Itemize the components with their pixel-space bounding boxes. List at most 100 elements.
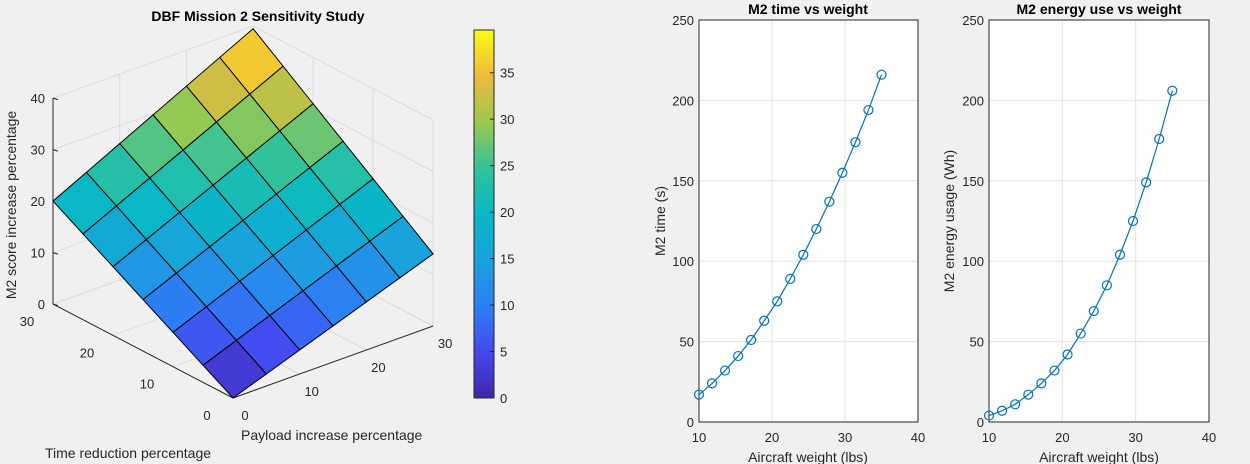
y-tick-label: 50 [970,335,984,350]
z-tick-label: 20 [31,194,45,209]
x-tick-label: 30 [838,430,852,445]
data-point [785,273,796,284]
y-tick-label: 200 [962,93,984,108]
data-point [1023,389,1034,400]
colorbar-tick-label: 0 [500,391,507,406]
y-tick-label: 100 [672,254,694,269]
y-tick-label: 20 [80,345,94,360]
data-point [1127,215,1139,227]
plot-area [989,20,1209,422]
colorbar-tick-label: 5 [500,345,507,360]
colorbar-tick-label: 20 [500,205,514,220]
data-point [876,69,887,80]
data-point [746,334,757,346]
data-point [719,365,731,376]
data-point [1062,349,1073,360]
y-tick-label: 0 [203,408,210,423]
data-line [988,90,1173,417]
data-point [837,167,848,178]
colorbar-bar [473,29,495,399]
time-plot-title: M2 time vs weight [748,1,868,17]
time-vs-weight-plot: 10 20 30 40 0 50 100 150 200 250 [672,13,925,445]
surface-ylabel: Time reduction percentage [45,445,211,461]
x-tick-label: 20 [765,430,779,445]
colorbar: 0 5 10 15 20 25 30 35 [473,29,514,406]
time-plot-xlabel: Aircraft weight (lbs) [748,449,868,464]
energy-plot-title: M2 energy use vs weight [1017,1,1182,17]
x-tick-label: 10 [692,430,706,445]
y-tick-label: 0 [687,415,694,430]
x-tick-label: 30 [438,336,452,351]
side-wall-gridline [252,25,434,121]
data-line [698,74,883,396]
surface-title: DBF Mission 2 Sensitivity Study [151,8,364,24]
data-point [811,223,822,235]
z-tick-mark [52,97,59,101]
surface-xlabel: Payload increase percentage [241,427,423,443]
x-tick-label: 10 [982,430,996,445]
data-point [706,378,718,389]
z-tick-mark [52,149,59,152]
surface-cell [202,339,268,399]
data-point [863,104,874,116]
data-point [1036,378,1047,389]
y-tick-label: 30 [20,314,34,329]
data-point [1049,365,1060,376]
back-wall-gridline [52,25,254,99]
z-tick-mark [52,252,59,255]
surface-zlabel: M2 score increase percentage [3,111,19,300]
data-point [772,296,783,307]
colorbar-tick-label: 35 [500,66,514,81]
y-tick-label: 50 [680,335,694,350]
data-point [1154,133,1165,145]
colorbar-tick-label: 30 [500,112,514,127]
data-point [1114,249,1126,260]
colorbar-tick-label: 10 [500,298,514,313]
x-tick-label: 30 [1128,430,1142,445]
x-tick-label: 20 [1055,430,1069,445]
x-tick-label: 0 [241,408,248,423]
data-point [1101,280,1112,291]
y-tick-label: 150 [672,174,694,189]
plot-area [699,20,918,422]
surface-plot: 0 10 20 30 40 0 10 20 30 0 10 20 30 [20,25,452,423]
data-point [1075,328,1086,339]
z-tick-label: 40 [31,91,45,106]
y-tick-label: 250 [962,13,984,28]
data-point [1010,399,1021,410]
z-tick-label: 0 [38,297,45,312]
y-tick-label: 150 [962,174,984,189]
x-tick-label: 40 [1202,430,1216,445]
colorbar-tick-label: 25 [500,159,514,174]
y-tick-label: 0 [977,415,984,430]
y-tick-label: 200 [672,93,694,108]
data-point [850,137,861,148]
energy-plot-ylabel: M2 energy usage (Wh) [941,150,957,292]
data-point [1167,85,1178,96]
data-point [759,315,770,326]
data-point [733,350,744,362]
y-tick-label: 100 [962,254,984,269]
x-axis-line [232,325,434,399]
z-tick-label: 10 [31,246,45,261]
x-tick-label: 20 [371,360,385,375]
colorbar-tick-label: 15 [500,252,514,267]
energy-vs-weight-plot: 10 20 30 40 0 50 100 150 200 250 [962,13,1216,445]
data-point [824,196,835,207]
x-tick-label: 40 [911,430,925,445]
data-point [1088,305,1099,317]
data-point [983,410,995,421]
data-point [798,249,809,260]
data-point [1141,177,1152,188]
time-plot-ylabel: M2 time (s) [652,186,668,256]
y-tick-label: 250 [672,13,694,28]
y-tick-label: 10 [140,377,154,392]
energy-plot-xlabel: Aircraft weight (lbs) [1039,449,1159,464]
axes-box [698,19,919,423]
data-point [693,389,705,400]
z-tick-label: 30 [31,143,45,158]
z-tick-mark [52,303,59,307]
y-axis-line [52,303,234,399]
data-point [997,405,1008,416]
